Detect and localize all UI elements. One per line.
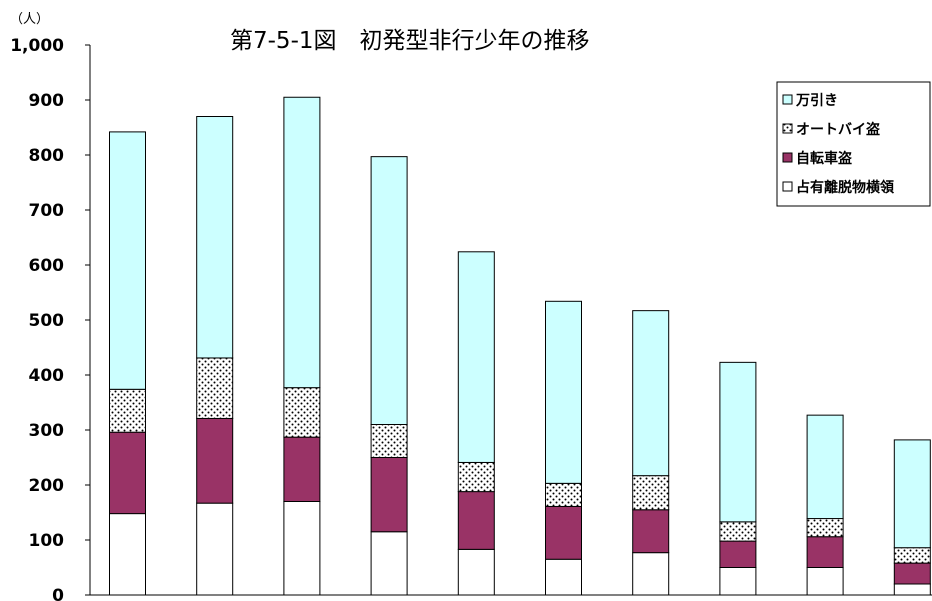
chart-title: 第7-5-1図 初発型非行少年の推移 [230, 28, 590, 54]
bar-segment-series-3 [109, 131, 146, 390]
bar-segment-series-3 [632, 310, 670, 477]
bar-segment-series-0 [109, 513, 146, 596]
legend-label: オートバイ盗 [796, 121, 881, 138]
bar-segment-series-3 [283, 96, 321, 389]
bar-segment-series-3 [806, 414, 844, 520]
legend-label: 万引き [795, 93, 838, 109]
bar-segment-series-3 [457, 251, 495, 463]
bar-segment-series-3 [893, 439, 931, 549]
y-tick-label: 400 [29, 366, 65, 386]
bar-segment-series-2 [893, 547, 931, 564]
legend-swatch [782, 181, 793, 192]
y-tick-label: 1,000 [10, 36, 64, 56]
legend-swatch [782, 94, 793, 105]
bar-segment-series-2 [719, 521, 757, 542]
bar-segment-series-1 [283, 436, 321, 502]
bar-segment-series-3 [719, 361, 757, 523]
bar-segment-series-3 [370, 156, 408, 425]
bar-segment-series-2 [370, 424, 408, 458]
bar-segment-series-0 [370, 531, 408, 596]
bar-segment-series-2 [632, 475, 670, 511]
bar-segment-series-2 [109, 388, 146, 433]
bar-segment-series-0 [806, 567, 844, 596]
y-tick-label: 600 [29, 256, 65, 276]
legend-swatch [782, 123, 793, 134]
bar-segment-series-1 [893, 562, 931, 585]
bar-segment-series-1 [457, 491, 495, 550]
bar-segment-series-0 [632, 552, 670, 596]
bar-segment-series-2 [806, 518, 844, 538]
bar-segment-series-1 [632, 509, 670, 554]
bar-segment-series-0 [196, 502, 234, 596]
bar-segment-series-1 [109, 431, 146, 515]
legend-box [776, 81, 931, 207]
bar-segment-series-2 [545, 482, 582, 507]
bar-segment-series-1 [196, 417, 234, 504]
bar-segment-series-0 [719, 567, 757, 596]
y-tick-label: 0 [52, 586, 64, 601]
bar-segment-series-3 [545, 300, 582, 484]
bar-segment-series-3 [196, 116, 234, 359]
y-tick-label: 800 [29, 146, 65, 166]
y-tick-label: 900 [29, 91, 65, 111]
bar-segment-series-2 [457, 461, 495, 493]
y-tick-label: 200 [29, 476, 65, 496]
bar-segment-series-1 [370, 457, 408, 533]
bar-segment-series-2 [283, 387, 321, 438]
y-tick-label: 700 [29, 201, 65, 221]
bar-segment-series-1 [545, 505, 582, 560]
bar-segment-series-2 [196, 357, 234, 419]
legend-label: 占有離脱物横領 [796, 179, 895, 196]
bar-segment-series-0 [457, 548, 495, 596]
bar-segment-series-0 [283, 501, 321, 596]
y-tick-label: 500 [29, 311, 65, 331]
bar-segment-series-1 [719, 540, 757, 568]
legend-label: 自転車盗 [796, 150, 853, 167]
y-tick-label: 100 [29, 531, 65, 551]
y-axis: 0 100 200 300 400 500 600 700 800 900 1,000 [10, 36, 932, 601]
y-tick-label: 300 [29, 421, 65, 441]
bars [109, 96, 931, 596]
bar-segment-series-0 [893, 583, 931, 596]
y-axis-unit: （人） [10, 12, 49, 27]
bar-segment-series-1 [806, 536, 844, 569]
legend-swatch [782, 152, 793, 163]
bar-segment-series-0 [545, 558, 582, 596]
